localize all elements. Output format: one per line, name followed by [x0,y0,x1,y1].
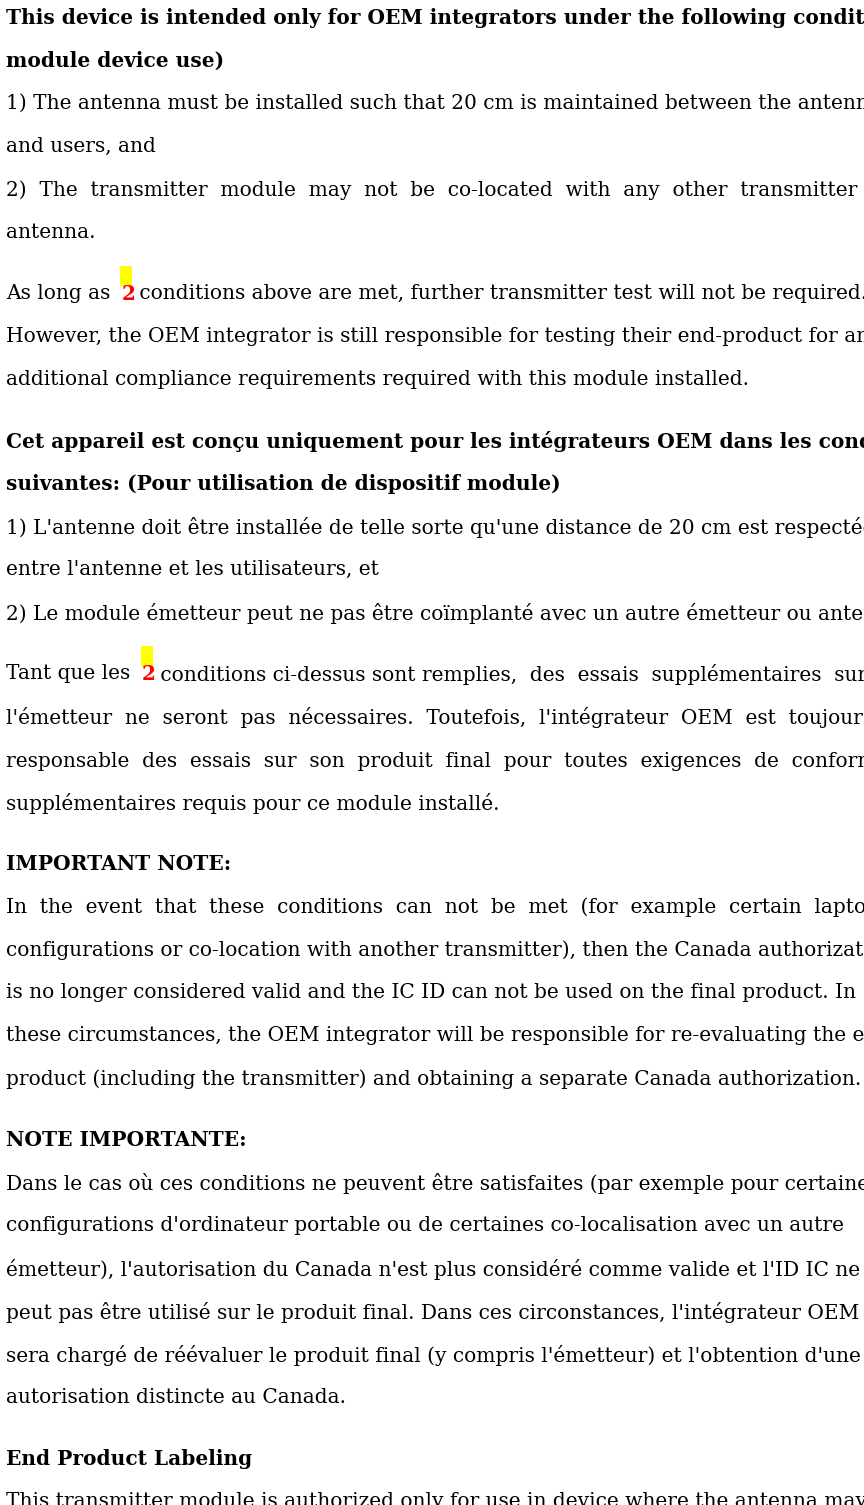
Text: entre l'antenne et les utilisateurs, et: entre l'antenne et les utilisateurs, et [6,560,379,579]
Text: autorisation distincte au Canada.: autorisation distincte au Canada. [6,1388,346,1407]
Text: Cet appareil est conçu uniquement pour les intégrateurs OEM dans les conditions: Cet appareil est conçu uniquement pour l… [6,430,864,451]
Text: sera chargé de réévaluer le produit final (y compris l'émetteur) et l'obtention : sera chargé de réévaluer le produit fina… [6,1345,861,1367]
Text: Dans le cas où ces conditions ne peuvent être satisfaites (par exemple pour cert: Dans le cas où ces conditions ne peuvent… [6,1172,864,1193]
Text: configurations or co-location with another transmitter), then the Canada authori: configurations or co-location with anoth… [6,941,864,960]
Text: conditions above are met, further transmitter test will not be required.: conditions above are met, further transm… [133,284,864,303]
Text: product (including the transmitter) and obtaining a separate Canada authorizatio: product (including the transmitter) and … [6,1069,861,1088]
Text: l'émetteur  ne  seront  pas  nécessaires.  Toutefois,  l'intégrateur  OEM  est  : l'émetteur ne seront pas nécessaires. To… [6,707,864,728]
Text: However, the OEM integrator is still responsible for testing their end-product f: However, the OEM integrator is still res… [6,327,864,346]
FancyBboxPatch shape [120,266,132,286]
Text: antenna.: antenna. [6,223,96,242]
Text: and users, and: and users, and [6,137,156,157]
Text: is no longer considered valid and the IC ID can not be used on the final product: is no longer considered valid and the IC… [6,983,856,1002]
Text: This device is intended only for OEM integrators under the following conditions:: This device is intended only for OEM int… [6,8,864,29]
Text: 2) Le module émetteur peut ne pas être coïmplanté avec un autre émetteur ou ante: 2) Le module émetteur peut ne pas être c… [6,604,864,625]
Text: supplémentaires requis pour ce module installé.: supplémentaires requis pour ce module in… [6,793,499,814]
Text: these circumstances, the OEM integrator will be responsible for re-evaluating th: these circumstances, the OEM integrator … [6,1026,864,1044]
Text: 2: 2 [143,664,156,683]
Text: 2: 2 [121,284,135,304]
Text: IMPORTANT NOTE:: IMPORTANT NOTE: [6,853,232,874]
Text: Tant que les: Tant que les [6,664,137,683]
Text: configurations d'ordinateur portable ou de certaines co-localisation avec un aut: configurations d'ordinateur portable ou … [6,1216,844,1236]
Text: additional compliance requirements required with this module installed.: additional compliance requirements requi… [6,370,749,388]
Text: conditions ci-dessus sont remplies,  des  essais  supplémentaires  sur: conditions ci-dessus sont remplies, des … [154,664,864,685]
Text: suivantes: (Pour utilisation de dispositif module): suivantes: (Pour utilisation de disposit… [6,474,561,494]
Text: 2)  The  transmitter  module  may  not  be  co-located  with  any  other  transm: 2) The transmitter module may not be co-… [6,181,864,200]
FancyBboxPatch shape [141,647,154,665]
Text: 1) L'antenne doit être installée de telle sorte qu'une distance de 20 cm est res: 1) L'antenne doit être installée de tell… [6,518,864,537]
Text: module device use): module device use) [6,51,224,71]
Text: 1) The antenna must be installed such that 20 cm is maintained between the anten: 1) The antenna must be installed such th… [6,93,864,113]
Text: This transmitter module is authorized only for use in device where the antenna m: This transmitter module is authorized on… [6,1491,864,1505]
Text: End Product Labeling: End Product Labeling [6,1449,252,1469]
Text: As long as: As long as [6,284,117,303]
Text: émetteur), l'autorisation du Canada n'est plus considéré comme valide et l'ID IC: émetteur), l'autorisation du Canada n'es… [6,1260,861,1279]
Text: In  the  event  that  these  conditions  can  not  be  met  (for  example  certa: In the event that these conditions can n… [6,897,864,917]
Text: responsable  des  essais  sur  son  produit  final  pour  toutes  exigences  de : responsable des essais sur son produit f… [6,749,864,771]
Text: NOTE IMPORTANTE:: NOTE IMPORTANTE: [6,1130,246,1150]
Text: peut pas être utilisé sur le produit final. Dans ces circonstances, l'intégrateu: peut pas être utilisé sur le produit fin… [6,1302,860,1323]
